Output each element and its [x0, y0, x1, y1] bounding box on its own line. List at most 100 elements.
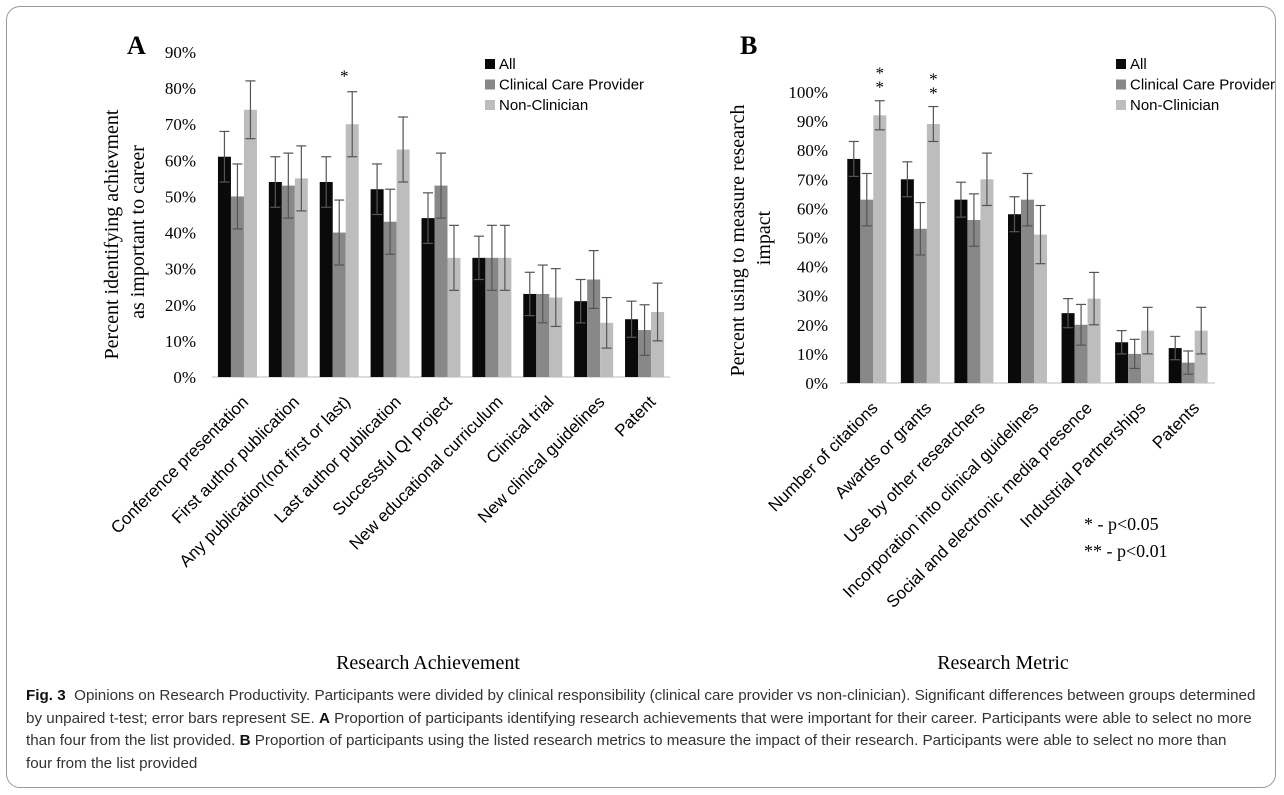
figure-caption: Fig. 3 Opinions on Research Productivity…: [26, 685, 1256, 775]
bar: [860, 199, 874, 383]
category-label: Patents: [1149, 398, 1203, 452]
bar: [294, 178, 308, 377]
bar: [549, 297, 563, 377]
bar: [370, 189, 384, 377]
legend-label: All: [1130, 56, 1147, 73]
bar: [281, 185, 295, 377]
bar: [319, 182, 333, 377]
bar: [498, 257, 512, 377]
bar: [1168, 348, 1182, 383]
legend-label: Clinical Care Provider: [499, 77, 644, 94]
panel-a-ylabel: Percent identifying achievment as import…: [101, 105, 149, 360]
bar: [847, 158, 861, 383]
bar: [651, 312, 665, 377]
y-tick-label: 30%: [797, 287, 828, 306]
legend-label: All: [499, 56, 516, 73]
y-tick-label: 30%: [165, 260, 196, 279]
significance-marker: *: [340, 67, 349, 86]
bar: [967, 220, 981, 383]
bar: [873, 115, 887, 383]
y-tick-label: 60%: [797, 199, 828, 218]
bar: [1087, 298, 1101, 383]
caption-title: Opinions on Research Productivity.: [74, 687, 311, 704]
caption-text-a: Proportion of participants identifying r…: [26, 709, 1252, 750]
bar: [954, 199, 968, 383]
category-label: Patent: [611, 392, 659, 440]
y-tick-label: 0%: [173, 368, 196, 387]
bar: [268, 182, 282, 377]
bar: [485, 257, 499, 377]
legend-swatch: [485, 59, 495, 69]
bar: [1008, 214, 1021, 383]
panel-b-ylabel-line1: Percent using to measure research: [727, 104, 749, 376]
panel-a-ylabel-line2: as important to career: [127, 145, 149, 319]
significance-marker: * *: [876, 64, 885, 97]
bar: [1115, 342, 1129, 383]
bar: [926, 124, 940, 383]
legend-swatch: [1116, 100, 1126, 110]
panel-a-letter: A: [127, 31, 146, 60]
y-tick-label: 20%: [165, 296, 196, 315]
bar: [230, 196, 244, 377]
y-tick-label: 70%: [797, 170, 828, 189]
bar: [1141, 330, 1155, 383]
bar: [434, 185, 448, 377]
bar: [1061, 313, 1075, 383]
bar: [600, 322, 614, 377]
panel-b-ylabel-line2: impact: [753, 210, 775, 265]
legend-swatch: [1116, 79, 1126, 90]
bar: [1021, 199, 1034, 383]
bar: [587, 279, 601, 377]
panel-b-letter: B: [740, 31, 757, 60]
bar: [523, 293, 537, 377]
panel-b-plot: 0%10%20%30%40%50%60%70%80%90%100%* *Numbe…: [765, 56, 1275, 612]
panel-b-xlabel: Research Metric: [937, 652, 1069, 674]
panel-b-ylabel: Percent using to measure research impact: [727, 99, 775, 376]
y-tick-label: 70%: [165, 115, 196, 134]
legend-label: Clinical Care Provider: [1130, 77, 1275, 94]
y-tick-label: 90%: [797, 112, 828, 131]
y-tick-label: 10%: [165, 332, 196, 351]
category-label: Awards or grants: [831, 398, 935, 502]
bar: [1034, 234, 1047, 383]
y-tick-label: 50%: [165, 187, 196, 206]
bar: [345, 124, 359, 377]
bar: [980, 179, 994, 383]
bar: [472, 257, 486, 377]
figure-frame: [6, 6, 1276, 788]
bar: [447, 257, 461, 377]
footnote-single: * - p<0.05: [1084, 514, 1159, 534]
legend-label: Non-Clinician: [499, 97, 588, 114]
y-tick-label: 40%: [165, 224, 196, 243]
bar: [574, 301, 588, 377]
bar: [900, 179, 914, 383]
caption-text-b: Proportion of participants using the lis…: [26, 732, 1227, 772]
bar: [383, 221, 397, 377]
bar: [217, 156, 231, 377]
significance-marker: * *: [929, 70, 938, 103]
y-tick-label: 100%: [788, 83, 828, 102]
y-tick-label: 0%: [805, 374, 828, 393]
y-tick-label: 80%: [797, 141, 828, 160]
figure-canvas: A Percent identifying achievment as impo…: [101, 31, 1275, 674]
y-tick-label: 80%: [165, 79, 196, 98]
caption-figure-label: Fig. 3: [26, 687, 66, 704]
panel-a-xlabel: Research Achievement: [336, 652, 520, 674]
y-tick-label: 10%: [797, 345, 828, 364]
panel-a-plot: 0%10%20%30%40%50%60%70%80%90%Conference …: [107, 43, 670, 571]
caption-label-a: A: [318, 709, 330, 727]
panel-a-ylabel-line1: Percent identifying achievment: [101, 109, 123, 359]
caption-text: Participants were divided by clinical re…: [26, 687, 1256, 727]
legend-swatch: [485, 79, 495, 90]
y-tick-label: 40%: [797, 258, 828, 277]
bar: [625, 319, 639, 377]
bar: [536, 293, 550, 377]
legend-swatch: [485, 100, 495, 110]
y-tick-label: 20%: [797, 316, 828, 335]
bar: [1194, 330, 1208, 383]
legend-swatch: [1116, 59, 1126, 69]
category-label: Incorporation into clinical guidelines: [839, 398, 1042, 601]
bar: [243, 109, 257, 378]
bar: [1074, 324, 1088, 383]
footnote-double: ** - p<0.01: [1084, 541, 1168, 561]
